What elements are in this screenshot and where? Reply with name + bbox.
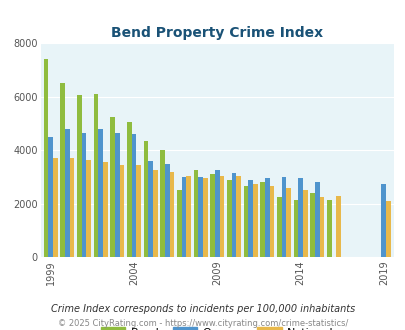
Bar: [169, 172, 174, 257]
Bar: [260, 182, 264, 257]
Bar: [269, 186, 273, 257]
Bar: [219, 176, 224, 257]
Bar: [319, 197, 323, 257]
Bar: [309, 193, 314, 257]
Text: Crime Index corresponds to incidents per 100,000 inhabitants: Crime Index corresponds to incidents per…: [51, 304, 354, 314]
Bar: [193, 170, 198, 257]
Bar: [148, 161, 153, 257]
Bar: [77, 95, 81, 257]
Bar: [297, 178, 302, 257]
Legend: Bend, Oregon, National: Bend, Oregon, National: [96, 323, 337, 330]
Bar: [131, 134, 136, 257]
Bar: [186, 176, 190, 257]
Text: © 2025 CityRating.com - https://www.cityrating.com/crime-statistics/: © 2025 CityRating.com - https://www.city…: [58, 319, 347, 328]
Bar: [286, 188, 290, 257]
Bar: [226, 180, 231, 257]
Bar: [181, 177, 186, 257]
Bar: [381, 184, 385, 257]
Bar: [276, 197, 281, 257]
Bar: [281, 177, 286, 257]
Bar: [43, 59, 48, 257]
Bar: [314, 182, 319, 257]
Bar: [119, 165, 124, 257]
Bar: [236, 176, 240, 257]
Bar: [210, 174, 214, 257]
Bar: [98, 129, 102, 257]
Bar: [231, 173, 236, 257]
Bar: [264, 178, 269, 257]
Bar: [102, 162, 107, 257]
Bar: [335, 196, 340, 257]
Bar: [69, 158, 74, 257]
Bar: [214, 170, 219, 257]
Bar: [243, 186, 247, 257]
Bar: [115, 133, 119, 257]
Bar: [247, 180, 252, 257]
Bar: [164, 164, 169, 257]
Bar: [177, 190, 181, 257]
Bar: [127, 122, 131, 257]
Bar: [53, 158, 58, 257]
Bar: [81, 133, 86, 257]
Bar: [202, 178, 207, 257]
Bar: [160, 150, 164, 257]
Bar: [110, 116, 115, 257]
Bar: [60, 83, 65, 257]
Bar: [86, 159, 91, 257]
Bar: [198, 177, 202, 257]
Bar: [252, 184, 257, 257]
Title: Bend Property Crime Index: Bend Property Crime Index: [111, 26, 322, 40]
Bar: [302, 190, 307, 257]
Bar: [136, 165, 141, 257]
Bar: [65, 129, 69, 257]
Bar: [48, 137, 53, 257]
Bar: [153, 170, 157, 257]
Bar: [93, 94, 98, 257]
Bar: [385, 201, 390, 257]
Bar: [326, 200, 331, 257]
Bar: [293, 200, 297, 257]
Bar: [143, 141, 148, 257]
